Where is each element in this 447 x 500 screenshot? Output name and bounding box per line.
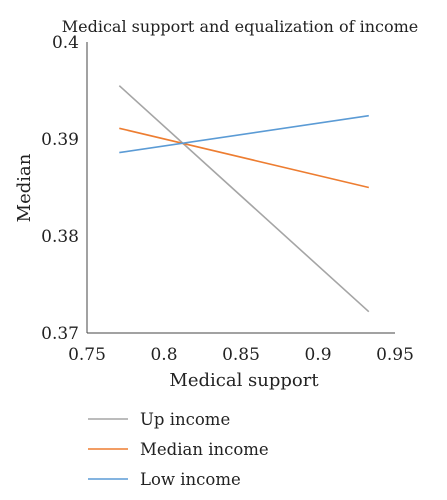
series-line-low-income [119,114,369,154]
x-tick-label-3: 0.9 [304,345,331,365]
x-axis-label: Medical support [169,370,319,391]
y-tick-label-3: 0.4 [52,33,79,53]
series-line-median-income [119,127,369,189]
y-tick-label-0: 0.37 [41,324,79,344]
y-tick-label-2: 0.39 [41,130,79,150]
x-tick-label-2: 0.85 [222,345,260,365]
series-line-up-income [118,85,370,313]
series-lines [118,85,370,313]
chart-title: Medical support and equalization of inco… [62,17,419,36]
y-axis-label: Median [14,153,35,222]
axes [86,42,395,334]
y-tick-labels: 0.37 0.38 0.39 0.4 [41,33,79,344]
x-tick-labels: 0.75 0.8 0.85 0.9 0.95 [68,345,414,365]
x-tick-label-0: 0.75 [68,345,106,365]
legend-label-low-income: Low income [140,470,241,489]
x-tick-label-1: 0.8 [150,345,177,365]
legend-label-median-income: Median income [140,440,269,459]
legend: Up income Median income Low income [88,410,269,489]
x-tick-label-4: 0.95 [376,345,414,365]
y-tick-label-1: 0.38 [41,227,79,247]
legend-label-up-income: Up income [140,410,230,429]
